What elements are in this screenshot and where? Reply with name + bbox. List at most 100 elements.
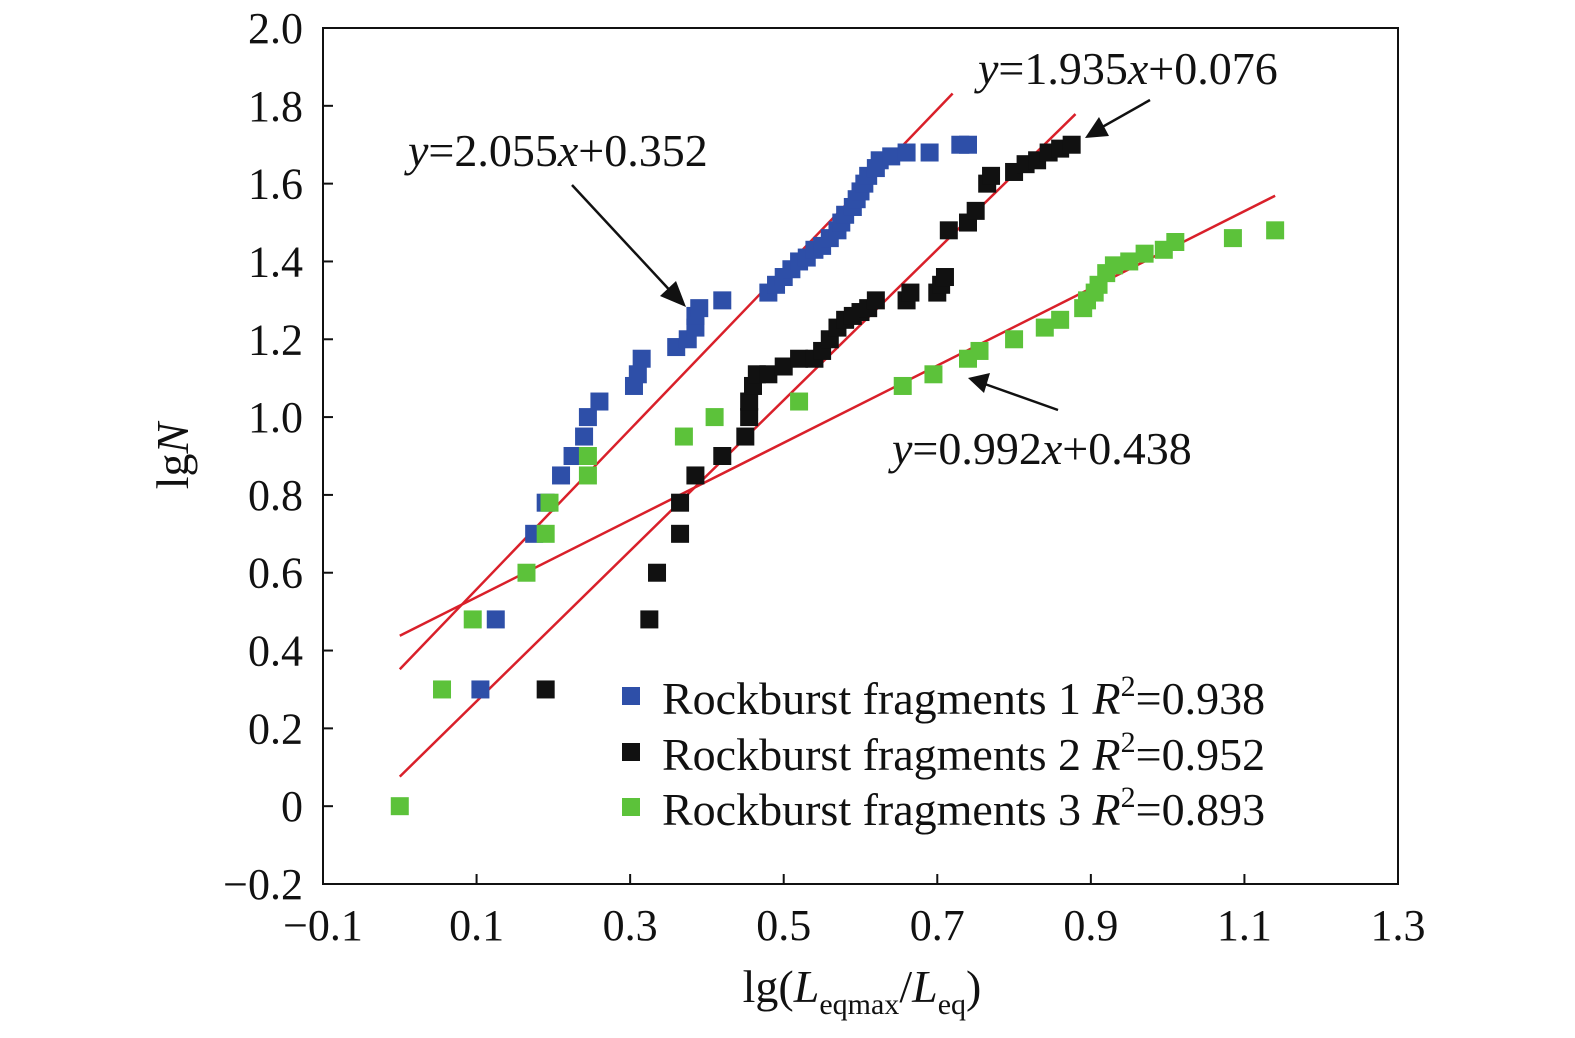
data-point bbox=[790, 392, 809, 411]
plot-frame bbox=[322, 27, 1399, 885]
data-point bbox=[882, 147, 901, 166]
y-tick-label: 2.0 bbox=[248, 4, 303, 53]
data-point bbox=[1120, 252, 1139, 271]
data-point bbox=[966, 201, 985, 220]
data-point bbox=[690, 299, 709, 318]
equation-arrow-2 bbox=[1096, 98, 1151, 132]
y-axis-title: lgN bbox=[147, 420, 198, 489]
data-point bbox=[590, 392, 609, 411]
data-point bbox=[713, 291, 732, 310]
data-point bbox=[959, 135, 977, 154]
data-point bbox=[671, 524, 690, 543]
data-point bbox=[866, 291, 885, 310]
svg-text:Rockburst fragments 2 R2=0.952: Rockburst fragments 2 R2=0.952 bbox=[662, 726, 1265, 780]
y-tick-label: 1.8 bbox=[248, 82, 303, 131]
series-3 bbox=[390, 221, 1285, 816]
arrowhead-3 bbox=[968, 373, 990, 393]
data-point bbox=[1135, 244, 1154, 263]
data-point bbox=[935, 268, 954, 287]
data-point bbox=[1062, 135, 1081, 154]
y-tick-label: 1.2 bbox=[248, 315, 303, 364]
data-point bbox=[790, 349, 809, 368]
y-tick-label: 0.6 bbox=[248, 549, 303, 598]
data-point bbox=[1223, 229, 1242, 248]
data-point bbox=[632, 349, 651, 368]
svg-text:Rockburst fragments 1 R2=0.938: Rockburst fragments 1 R2=0.938 bbox=[662, 670, 1265, 724]
data-point bbox=[1166, 233, 1185, 251]
data-point bbox=[552, 466, 571, 485]
data-point bbox=[713, 447, 732, 465]
svg-text:y=0.992x+0.438: y=0.992x+0.438 bbox=[888, 423, 1192, 474]
data-point bbox=[648, 563, 667, 582]
data-point bbox=[671, 493, 690, 512]
data-point bbox=[471, 680, 490, 699]
legend-swatch-2 bbox=[622, 743, 640, 761]
equation-arrow-1 bbox=[571, 184, 677, 298]
x-tick-label: 0.3 bbox=[603, 901, 658, 950]
data-point bbox=[486, 610, 505, 629]
y-tick-label: 1.6 bbox=[248, 160, 303, 209]
legend-item-3: Rockburst fragments 3 R2=0.893 bbox=[622, 781, 1265, 835]
arrowhead-1 bbox=[660, 281, 686, 307]
data-point bbox=[736, 427, 755, 446]
x-tick-label: 1.3 bbox=[1371, 901, 1426, 950]
arrowhead-2 bbox=[1085, 117, 1109, 138]
data-points bbox=[390, 135, 1285, 816]
data-point bbox=[759, 365, 778, 384]
y-tick-label: 1.4 bbox=[248, 237, 303, 286]
data-point bbox=[390, 797, 409, 816]
data-point bbox=[1005, 330, 1024, 349]
data-point bbox=[705, 408, 724, 427]
data-point bbox=[563, 447, 582, 465]
data-point bbox=[740, 408, 759, 427]
y-tick-label: 0.4 bbox=[248, 627, 303, 676]
data-point bbox=[433, 680, 452, 699]
data-point bbox=[893, 376, 912, 395]
data-point bbox=[897, 143, 916, 162]
y-tick-label: −0.2 bbox=[223, 860, 303, 909]
data-point bbox=[578, 466, 597, 485]
legend-swatch-3 bbox=[622, 798, 640, 816]
equation-arrow-3 bbox=[981, 381, 1059, 412]
series-1 bbox=[471, 135, 977, 699]
y-tick-label: 0 bbox=[281, 782, 303, 831]
data-point bbox=[628, 365, 647, 384]
data-point bbox=[686, 466, 705, 485]
equation-annotation-2: y=1.935x+0.076 bbox=[974, 43, 1278, 138]
x-tick-labels: −0.1 0.1 0.3 0.5 0.7 0.9 1.1 1.3 bbox=[283, 901, 1425, 950]
legend-item-1: Rockburst fragments 1 R2=0.938 bbox=[622, 670, 1265, 724]
data-point bbox=[575, 427, 594, 446]
y-tick-label: 1.0 bbox=[248, 393, 303, 442]
x-tick-label: −0.1 bbox=[283, 901, 363, 950]
equation-annotation-3: y=0.992x+0.438 bbox=[888, 373, 1192, 474]
x-tick-label: 1.1 bbox=[1217, 901, 1272, 950]
equation-annotation-1: y=2.055x+0.352 bbox=[404, 125, 708, 307]
y-tick-label: 0.2 bbox=[248, 704, 303, 753]
data-point bbox=[536, 680, 555, 699]
data-point bbox=[1266, 221, 1285, 240]
svg-text:Rockburst fragments 3 R2=0.893: Rockburst fragments 3 R2=0.893 bbox=[662, 781, 1265, 835]
x-tick-label: 0.1 bbox=[449, 901, 504, 950]
legend: Rockburst fragments 1 R2=0.938 Rockburst… bbox=[622, 670, 1265, 835]
tick-marks bbox=[322, 27, 1399, 885]
data-point bbox=[674, 427, 693, 446]
data-point bbox=[774, 357, 793, 376]
data-point bbox=[536, 524, 555, 543]
x-tick-label: 0.7 bbox=[910, 901, 965, 950]
data-point bbox=[920, 143, 939, 162]
data-point bbox=[640, 610, 659, 629]
svg-text:y=2.055x+0.352: y=2.055x+0.352 bbox=[404, 125, 708, 176]
data-point bbox=[578, 408, 597, 427]
x-axis-title: lg(Leqmax/Leq) bbox=[743, 961, 982, 1021]
series-2 bbox=[536, 135, 1081, 699]
x-tick-label: 0.5 bbox=[756, 901, 811, 950]
data-point bbox=[1104, 256, 1123, 275]
data-point bbox=[939, 221, 958, 240]
legend-item-2: Rockburst fragments 2 R2=0.952 bbox=[622, 726, 1265, 780]
data-point bbox=[540, 493, 559, 512]
data-point bbox=[740, 392, 759, 411]
data-point bbox=[517, 563, 536, 582]
y-tick-labels: −0.2 0 0.2 0.4 0.6 0.8 1.0 1.2 1.4 1.6 1.8 2.0 bbox=[223, 4, 303, 909]
data-point bbox=[1035, 318, 1054, 337]
